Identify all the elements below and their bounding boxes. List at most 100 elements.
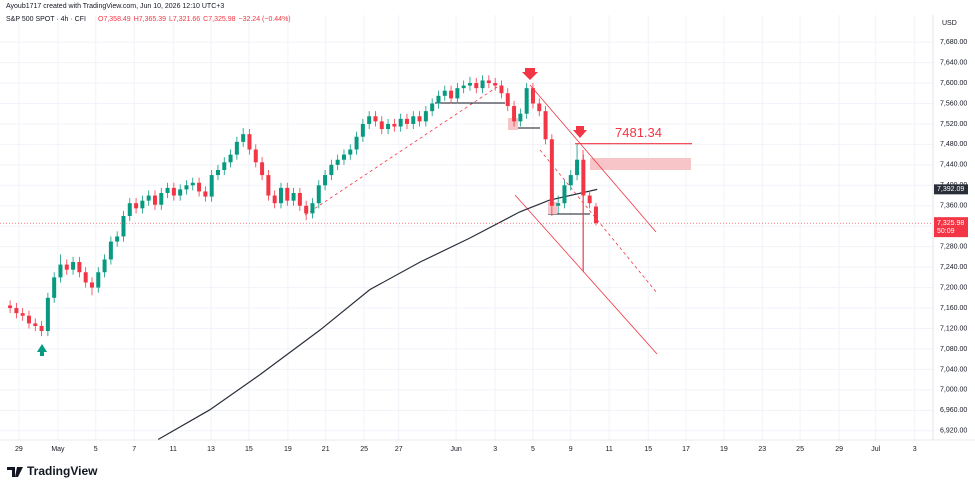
x-tick-label: May bbox=[51, 446, 65, 453]
candle-body bbox=[404, 118, 409, 124]
ohlc-label: H7,365.39 bbox=[134, 16, 166, 23]
candle-body bbox=[83, 272, 88, 283]
candle-body bbox=[26, 315, 31, 324]
down-arrow bbox=[573, 126, 587, 138]
candle-body bbox=[423, 111, 428, 122]
x-tick-label: Jul bbox=[871, 446, 880, 453]
x-tick-label: 11 bbox=[170, 446, 177, 453]
candle-body bbox=[171, 187, 176, 196]
x-tick-label: Jun bbox=[450, 446, 461, 453]
symbol: S&P 500 SPOT · 4h · CFI bbox=[6, 16, 86, 23]
candle-body bbox=[108, 241, 113, 260]
candle-body bbox=[467, 83, 472, 86]
x-tick-label: 7 bbox=[132, 446, 136, 453]
grid bbox=[0, 15, 933, 440]
currency: USD bbox=[942, 20, 957, 27]
candle-body bbox=[115, 236, 120, 242]
candle-body bbox=[354, 136, 359, 150]
zone bbox=[590, 158, 691, 170]
candle-body bbox=[575, 159, 580, 176]
candle-body bbox=[260, 162, 265, 176]
candle-body bbox=[316, 185, 321, 204]
candle-body bbox=[323, 175, 328, 186]
candle-body bbox=[505, 93, 510, 107]
candle-body bbox=[436, 95, 441, 104]
countdown: 50:09 bbox=[937, 228, 955, 235]
candle-body bbox=[165, 187, 170, 193]
change-label: −32.24 (−0.44%) bbox=[238, 16, 290, 23]
candle-body bbox=[549, 139, 554, 206]
candle-body bbox=[360, 123, 365, 137]
logo-icon bbox=[7, 467, 23, 477]
y-tick-label: 6,960.00 bbox=[940, 407, 967, 414]
x-tick-label: 15 bbox=[245, 446, 253, 453]
candle-body bbox=[367, 116, 372, 124]
candle-body bbox=[530, 88, 535, 104]
candle-body bbox=[537, 103, 542, 112]
candle-body bbox=[134, 203, 139, 209]
candle-body bbox=[14, 308, 19, 314]
candle-body bbox=[304, 205, 309, 214]
candle-body bbox=[512, 106, 517, 122]
candle-body bbox=[102, 259, 107, 273]
candle-body bbox=[178, 189, 183, 196]
candle-body bbox=[209, 175, 214, 197]
candle-body bbox=[543, 111, 548, 140]
x-tick-label: 17 bbox=[682, 446, 690, 453]
candle-body bbox=[184, 185, 189, 190]
candle-body bbox=[398, 118, 403, 127]
candle-body bbox=[278, 187, 283, 204]
x-tick-label: 19 bbox=[284, 446, 292, 453]
candle-body bbox=[386, 123, 391, 130]
candle-body bbox=[411, 116, 416, 124]
y-tick-label: 7,440.00 bbox=[940, 162, 967, 169]
plot: 7481.34 bbox=[0, 75, 933, 441]
candle-body bbox=[499, 85, 504, 94]
candle-body bbox=[474, 83, 479, 89]
channel-line bbox=[514, 194, 658, 355]
y-tick-label: 7,200.00 bbox=[940, 284, 967, 291]
candle-body bbox=[33, 323, 38, 326]
y-tick-label: 7,120.00 bbox=[940, 325, 967, 332]
candle-body bbox=[89, 282, 94, 288]
candle-body bbox=[524, 88, 529, 114]
candle-body bbox=[197, 182, 202, 192]
y-tick-label: 7,280.00 bbox=[940, 244, 967, 251]
candle-body bbox=[77, 262, 82, 273]
candle-body bbox=[121, 215, 126, 237]
candle-body bbox=[291, 192, 296, 201]
candle-body bbox=[228, 154, 233, 163]
candle-body bbox=[310, 203, 315, 214]
candle-body bbox=[587, 195, 592, 204]
candle-body bbox=[493, 83, 498, 86]
ohlc-label: C7,325.98 bbox=[203, 16, 235, 23]
y-tick-label: 7,160.00 bbox=[940, 305, 967, 312]
candle-body bbox=[593, 206, 598, 224]
y-tick-label: 6,920.00 bbox=[940, 428, 967, 435]
candle-body bbox=[430, 103, 435, 112]
x-tick-label: 19 bbox=[720, 446, 728, 453]
y-tick-label: 7,080.00 bbox=[940, 346, 967, 353]
channel-line bbox=[529, 84, 657, 233]
x-tick-label: 21 bbox=[322, 446, 330, 453]
y-tick-label: 7,600.00 bbox=[940, 80, 967, 87]
x-tick-label: 11 bbox=[606, 446, 613, 453]
candle-body bbox=[247, 134, 252, 150]
candle-body bbox=[581, 159, 586, 196]
candle-body bbox=[341, 154, 346, 160]
x-tick-label: 13 bbox=[207, 446, 215, 453]
candle-body bbox=[159, 192, 164, 205]
candle-body bbox=[190, 182, 195, 186]
y-tick-label: 7,520.00 bbox=[940, 121, 967, 128]
candle-body bbox=[348, 149, 353, 155]
x-tick-label: 9 bbox=[569, 446, 573, 453]
moving-average bbox=[157, 188, 598, 441]
candle-body bbox=[146, 195, 151, 201]
candle-body bbox=[442, 90, 447, 96]
x-tick-label: 29 bbox=[835, 446, 843, 453]
y-tick-label: 7,360.00 bbox=[940, 203, 967, 210]
candle-body bbox=[8, 305, 13, 309]
x-tick-label: 3 bbox=[913, 446, 917, 453]
